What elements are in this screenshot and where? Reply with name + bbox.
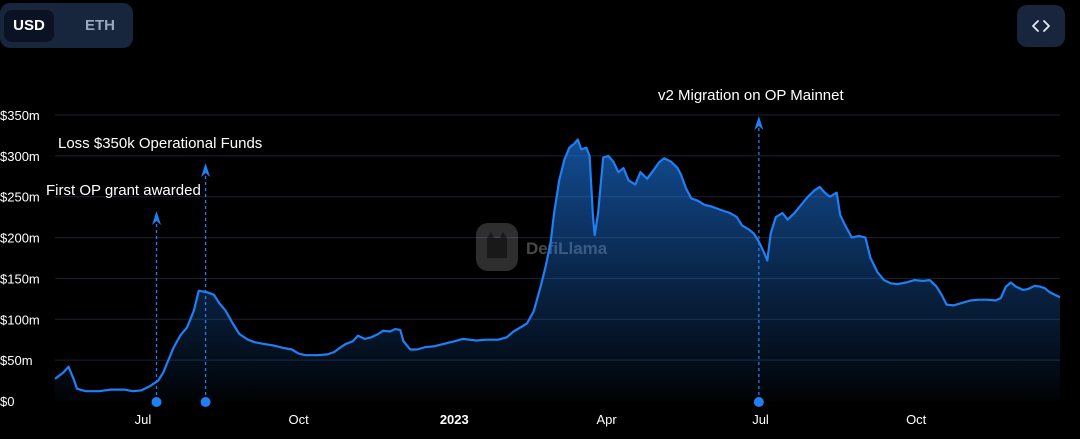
x-tick-label: Oct bbox=[906, 412, 927, 427]
y-tick-label: $50m bbox=[0, 353, 33, 368]
y-tick-label: $350m bbox=[0, 108, 40, 123]
x-tick-label: Jul bbox=[752, 412, 769, 427]
x-axis: Jul Oct 2023 Apr Jul Oct bbox=[135, 412, 927, 427]
x-tick-label: Jul bbox=[135, 412, 152, 427]
annotation-arrow-icon bbox=[152, 211, 162, 225]
tvl-line bbox=[54, 138, 1061, 393]
annotations: First OP grant awarded Loss $350k Operati… bbox=[46, 87, 844, 407]
y-axis: $0 $50m $100m $150m $200m $250m $300m $350m bbox=[0, 108, 40, 409]
annotation-label: Loss $350k Operational Funds bbox=[58, 135, 262, 152]
x-tick-label: Apr bbox=[596, 412, 617, 427]
watermark-logo-icon bbox=[476, 223, 518, 271]
annotation-label: v2 Migration on OP Mainnet bbox=[658, 87, 844, 104]
watermark-llama-icon bbox=[487, 232, 507, 258]
y-tick-label: $250m bbox=[0, 190, 40, 205]
y-tick-label: $100m bbox=[0, 312, 40, 327]
annotation-arrow-icon bbox=[201, 163, 211, 177]
annotation-marker[interactable] bbox=[200, 397, 211, 407]
annotation-marker[interactable] bbox=[753, 397, 764, 407]
annotation-marker[interactable] bbox=[151, 397, 162, 407]
y-tick-label: $200m bbox=[0, 231, 40, 246]
x-tick-label: 2023 bbox=[440, 412, 469, 427]
annotation-label: First OP grant awarded bbox=[46, 182, 201, 199]
annotation-arrow-icon bbox=[754, 116, 764, 130]
code-brackets-icon bbox=[1032, 20, 1050, 32]
tvl-area bbox=[55, 139, 1060, 401]
y-tick-label: $0 bbox=[0, 394, 14, 409]
currency-toggle: USD ETH bbox=[0, 3, 133, 48]
y-tick-label: $300m bbox=[0, 149, 40, 164]
eth-toggle-button[interactable]: ETH bbox=[85, 17, 115, 34]
x-tick-label: Oct bbox=[289, 412, 310, 427]
embed-code-button[interactable] bbox=[1017, 5, 1065, 47]
usd-toggle-button[interactable]: USD bbox=[4, 10, 54, 42]
y-tick-label: $150m bbox=[0, 271, 40, 286]
